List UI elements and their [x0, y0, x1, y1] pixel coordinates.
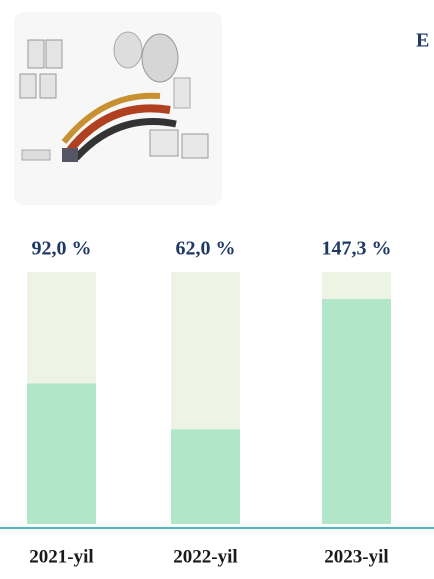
value-label: 62,0 % [176, 238, 236, 260]
product-image [14, 12, 222, 205]
x-tick-label: 2022-yil [173, 546, 237, 567]
x-tick-label: 2023-yil [324, 546, 388, 567]
value-label: 147,3 % [322, 238, 392, 260]
bar [322, 299, 391, 524]
value-label: 92,0 % [32, 238, 92, 260]
x-tick-label: 2021-yil [29, 546, 93, 567]
bar [27, 383, 96, 524]
chart-title: E [416, 30, 429, 52]
bar [171, 429, 240, 524]
